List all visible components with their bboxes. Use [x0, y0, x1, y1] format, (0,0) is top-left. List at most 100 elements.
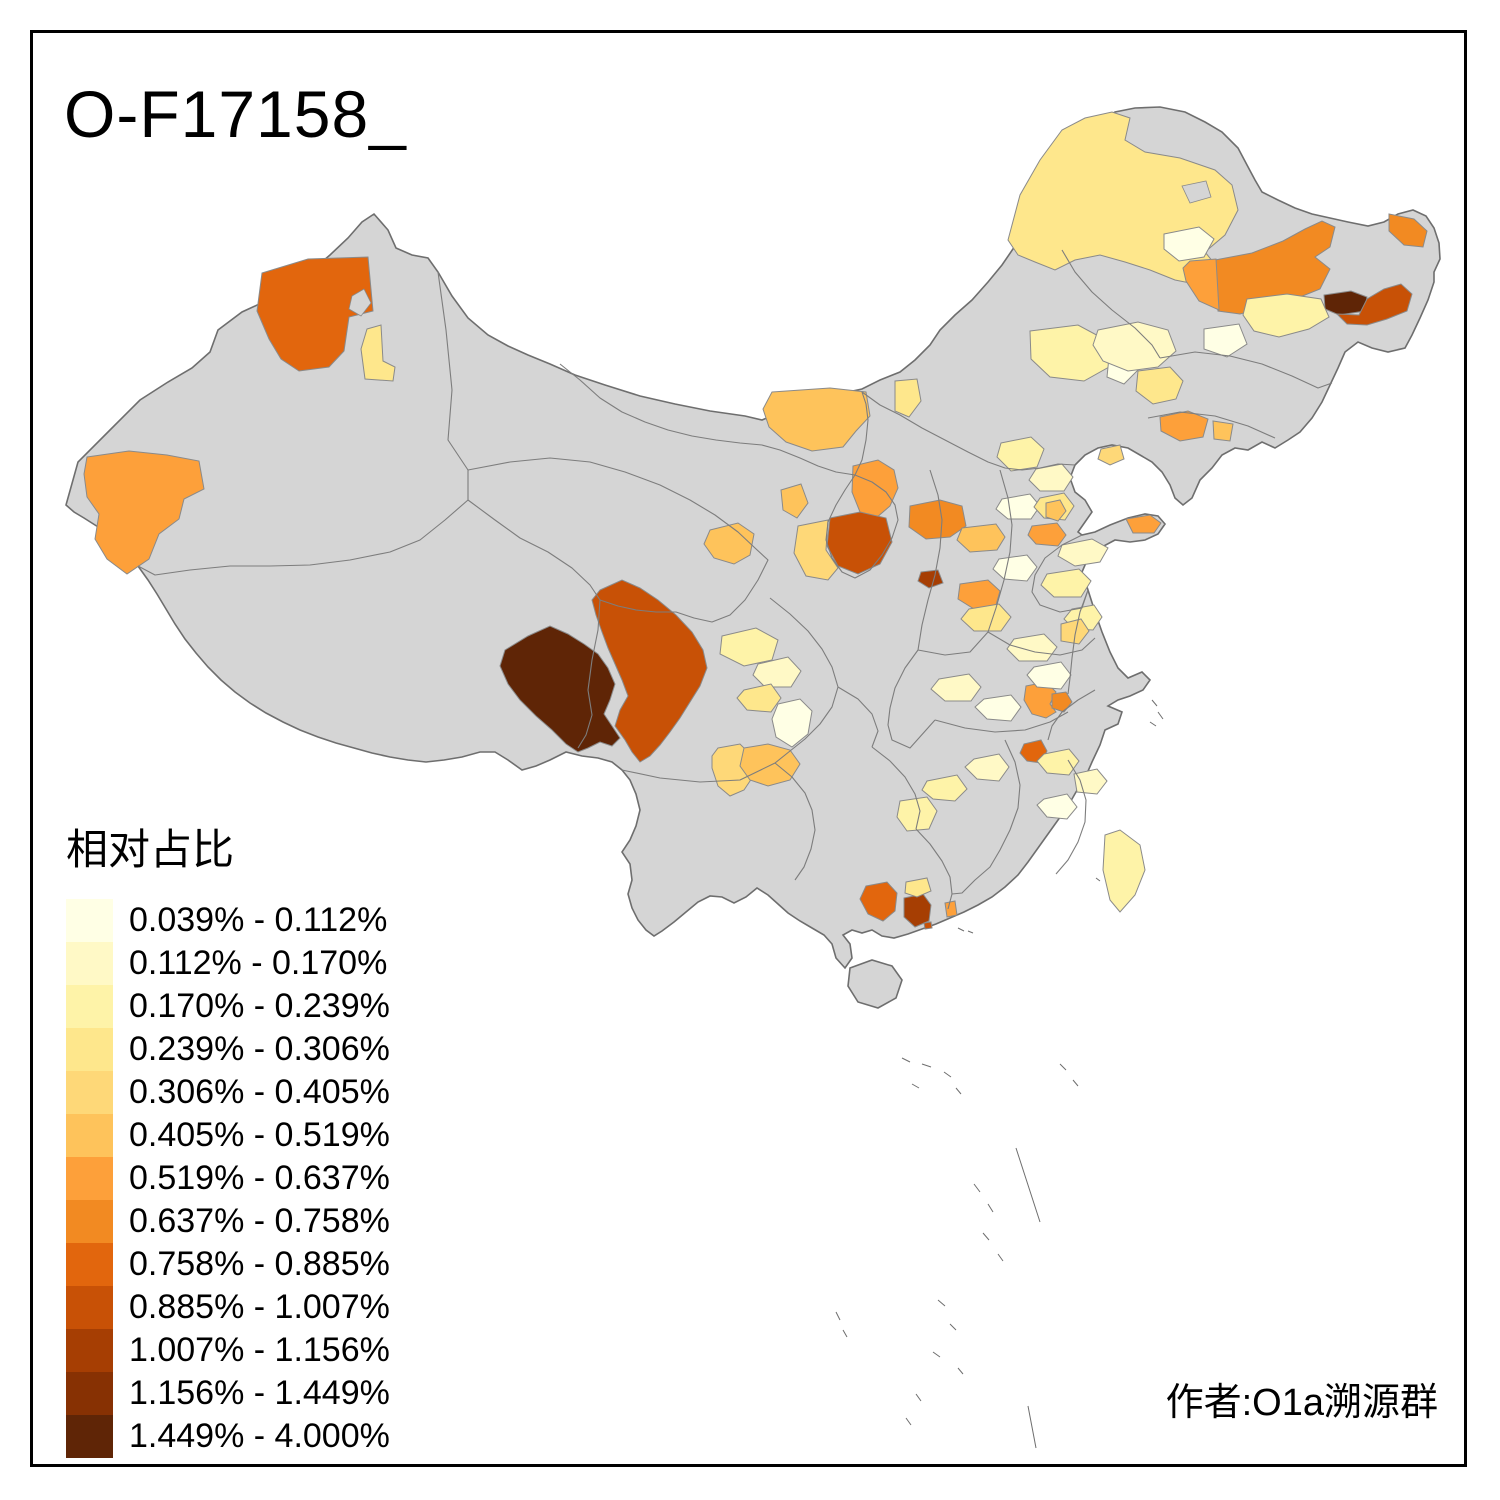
province-border: [1031, 534, 1089, 613]
province-border: [887, 649, 936, 749]
legend-row: 0.885% - 1.007%: [66, 1286, 390, 1329]
attribution-text: 作者:O1a溯源群: [1165, 1382, 1438, 1424]
province-border: [871, 746, 921, 830]
map-region: [1163, 226, 1215, 262]
map-region: [1203, 323, 1248, 358]
map-region: [1212, 420, 1234, 442]
province-border: [861, 391, 1076, 471]
map-region: [908, 499, 967, 540]
coastal-islands: [957, 699, 1164, 934]
map-region: [736, 683, 782, 713]
map-region: [780, 483, 809, 519]
map-region: [719, 627, 779, 667]
map-region: [1159, 410, 1209, 442]
legend-row: 0.758% - 0.885%: [66, 1243, 390, 1286]
province-border: [934, 711, 1069, 733]
map-region: [1125, 514, 1162, 534]
map-region: [923, 921, 933, 930]
legend-row: 0.306% - 0.405%: [66, 1071, 390, 1114]
legend-row: 0.519% - 0.637%: [66, 1157, 390, 1200]
legend-row: 0.405% - 0.519%: [66, 1114, 390, 1157]
province-border: [774, 762, 816, 881]
map-region: [771, 698, 813, 748]
legend-label: 0.039% - 0.112%: [129, 901, 388, 939]
map-region: [956, 523, 1006, 553]
legend-label: 0.170% - 0.239%: [129, 987, 390, 1025]
taiwan-island: [1102, 829, 1146, 913]
province-border: [621, 762, 776, 783]
map-region: [974, 694, 1022, 722]
map-region: [996, 436, 1045, 472]
province-border: [1047, 689, 1096, 741]
map-region: [1006, 633, 1058, 662]
legend-swatch: [66, 1157, 113, 1200]
legend-swatch: [66, 942, 113, 985]
province-border: [1055, 759, 1087, 875]
legend-swatch: [66, 1243, 113, 1286]
map-region: [1057, 538, 1109, 567]
map-region: [1092, 321, 1177, 372]
province-border: [987, 631, 1096, 656]
legend-label: 0.239% - 0.306%: [129, 1030, 390, 1068]
legend-swatch: [66, 1415, 113, 1458]
map-region: [1027, 522, 1067, 547]
legend-swatch: [66, 1114, 113, 1157]
legend-label: 0.758% - 0.885%: [129, 1245, 390, 1283]
south-china-sea-islands: [835, 1057, 1079, 1449]
province-border: [917, 631, 989, 656]
legend-label: 0.112% - 0.170%: [129, 944, 388, 982]
province-border: [559, 363, 869, 476]
legend-row: 1.449% - 4.000%: [66, 1415, 390, 1458]
map-region: [256, 256, 374, 372]
map-region: [83, 450, 205, 575]
province-border: [467, 457, 769, 623]
hainan-island: [847, 959, 903, 1009]
map-region: [1036, 793, 1078, 820]
map-region: [917, 569, 944, 589]
map-region: [851, 459, 899, 519]
map-region: [904, 877, 932, 898]
map-region: [896, 796, 938, 832]
legend-swatch: [66, 1071, 113, 1114]
legend-swatch: [66, 899, 113, 942]
legend-label: 1.449% - 4.000%: [129, 1417, 390, 1455]
legend-swatch: [66, 1372, 113, 1415]
map-region: [1060, 618, 1090, 645]
legend-label: 0.306% - 0.405%: [129, 1073, 390, 1111]
legend-row: 1.156% - 1.449%: [66, 1372, 390, 1415]
map-region: [964, 753, 1010, 782]
map-region: [960, 603, 1012, 632]
legend-label: 1.156% - 1.449%: [129, 1374, 390, 1412]
map-region: [1097, 444, 1125, 466]
legend-label: 1.007% - 1.156%: [129, 1331, 390, 1369]
legend-row: 0.637% - 0.758%: [66, 1200, 390, 1243]
map-region: [1040, 568, 1092, 598]
map-region: [1242, 293, 1330, 338]
province-border: [1159, 351, 1333, 389]
map-region: [1026, 661, 1072, 690]
legend-swatch: [66, 1028, 113, 1071]
map-region: [762, 387, 871, 452]
map-region: [1388, 213, 1428, 248]
map-region: [1073, 768, 1108, 795]
map-region: [591, 579, 708, 763]
legend-swatch: [66, 985, 113, 1028]
map-region: [1182, 258, 1220, 311]
province-border: [987, 469, 1013, 633]
legend-swatch: [66, 1329, 113, 1372]
legend-row: 0.112% - 0.170%: [66, 942, 390, 985]
province-border: [1147, 411, 1276, 439]
lake: [348, 288, 372, 317]
legend-row: 0.170% - 0.239%: [66, 985, 390, 1028]
map-region: [703, 522, 755, 565]
legend-swatch: [66, 1286, 113, 1329]
map-region: [992, 554, 1038, 582]
province-border: [1067, 589, 1089, 695]
lake: [1181, 180, 1212, 204]
legend-row: 1.007% - 1.156%: [66, 1329, 390, 1372]
map-region: [995, 493, 1041, 520]
province-border: [951, 739, 1021, 895]
legend: 相对占比 0.039% - 0.112% 0.112% - 0.170% 0.170…: [66, 816, 390, 1458]
